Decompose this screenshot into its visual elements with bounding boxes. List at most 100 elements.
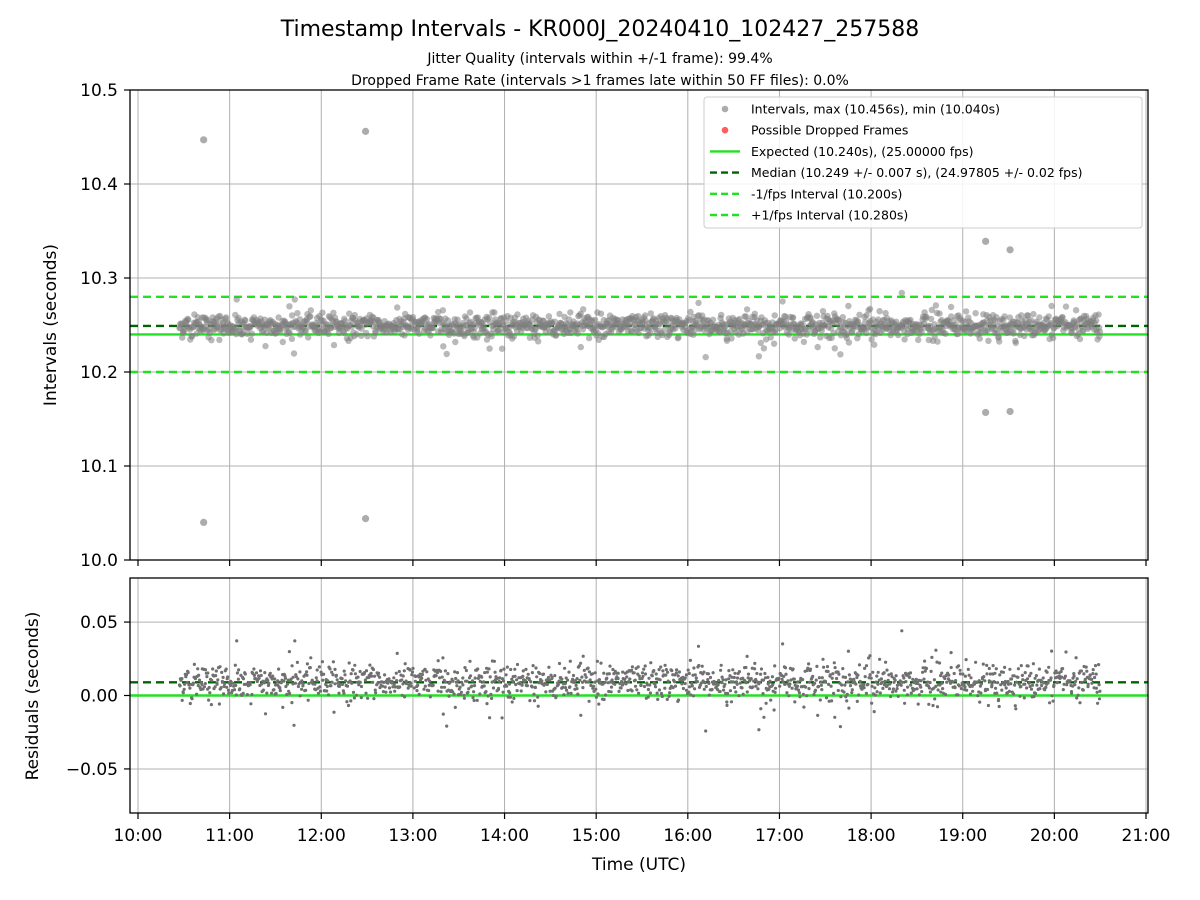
residual-point (263, 712, 268, 716)
residual-point (788, 682, 792, 686)
residual-point (511, 679, 515, 684)
residual-point (1093, 675, 1097, 680)
residual-point (329, 684, 333, 688)
residual-point (438, 676, 442, 680)
residual-point (981, 662, 985, 666)
residual-point (374, 691, 378, 695)
residual-point (744, 665, 748, 670)
residual-point (282, 679, 286, 683)
residual-point (515, 689, 519, 693)
interval-point (439, 307, 447, 314)
interval-point (771, 312, 778, 319)
residual-point (1083, 677, 1087, 681)
residual-point (513, 667, 517, 671)
residual-point (1042, 681, 1046, 685)
interval-point (594, 330, 602, 337)
interval-point (687, 308, 694, 316)
interval-point (485, 314, 493, 321)
residual-point (683, 676, 687, 680)
residual-point (1007, 689, 1012, 694)
residual-point (697, 663, 701, 668)
residual-point (196, 667, 200, 671)
residual-point (985, 687, 990, 692)
residual-point (610, 678, 614, 682)
residual-point (798, 695, 802, 699)
residual-point (733, 671, 737, 675)
residual-point (949, 651, 953, 655)
residual-point (241, 677, 246, 681)
residual-point (403, 695, 407, 699)
residual-point (655, 691, 659, 695)
interval-point (444, 317, 452, 324)
residual-point (258, 669, 263, 673)
residual-point (566, 678, 570, 682)
residual-point (521, 674, 525, 679)
x-axis-label: Time (UTC) (591, 855, 686, 875)
residual-point (508, 691, 512, 695)
residual-point (863, 666, 867, 671)
residual-point (945, 680, 949, 684)
interval-point (871, 341, 878, 348)
residual-point (377, 671, 381, 675)
residual-point (873, 693, 878, 697)
residual-point (530, 685, 534, 689)
interval-point (1096, 328, 1104, 335)
residual-point (541, 672, 546, 676)
residual-point (687, 671, 691, 676)
residual-point (535, 675, 539, 679)
interval-point (868, 336, 875, 343)
residual-point (554, 694, 558, 698)
residual-point (637, 674, 641, 678)
interval-point (827, 325, 835, 332)
residual-point (900, 680, 905, 684)
residual-point (737, 694, 741, 698)
residual-point (902, 688, 906, 692)
residual-point (1063, 674, 1067, 678)
residual-point (956, 693, 960, 697)
residual-point (288, 691, 292, 696)
residual-point (626, 688, 630, 693)
residual-point (1050, 649, 1054, 653)
residual-point (732, 675, 736, 680)
residual-point (528, 699, 532, 703)
residual-point (935, 705, 940, 709)
residual-point (1097, 697, 1102, 701)
residual-point (304, 688, 308, 693)
residual-point (844, 695, 848, 699)
residual-point (484, 690, 488, 694)
residual-point (994, 686, 998, 690)
interval-outlier-point (982, 408, 990, 417)
interval-point (302, 327, 309, 335)
residual-point (1075, 677, 1079, 681)
residual-point (981, 677, 985, 681)
residual-point (241, 691, 245, 695)
residual-point (226, 675, 230, 679)
top-plot-interval-points (176, 127, 1104, 527)
residual-point (504, 673, 508, 677)
residual-point (308, 666, 312, 670)
residual-point (846, 680, 850, 684)
residual-point (850, 688, 854, 692)
residual-point (894, 689, 898, 693)
residual-point (616, 676, 620, 681)
residual-point (885, 668, 889, 672)
residual-point (257, 676, 261, 680)
residual-point (928, 690, 933, 694)
residual-point (513, 674, 517, 678)
residual-point (712, 679, 716, 684)
residual-point (731, 668, 735, 672)
residual-point (1078, 701, 1082, 705)
residual-point (978, 700, 982, 704)
residual-point (675, 668, 679, 672)
interval-point (216, 336, 223, 344)
bottom-y-tick-label: −0.05 (66, 760, 118, 780)
residual-point (935, 660, 939, 664)
residual-point (937, 661, 942, 665)
residual-point (820, 676, 824, 680)
interval-point (502, 318, 510, 325)
residual-point (202, 685, 206, 689)
residual-point (734, 680, 739, 684)
residual-point (358, 669, 362, 674)
residual-point (276, 679, 280, 683)
interval-point (702, 353, 709, 361)
